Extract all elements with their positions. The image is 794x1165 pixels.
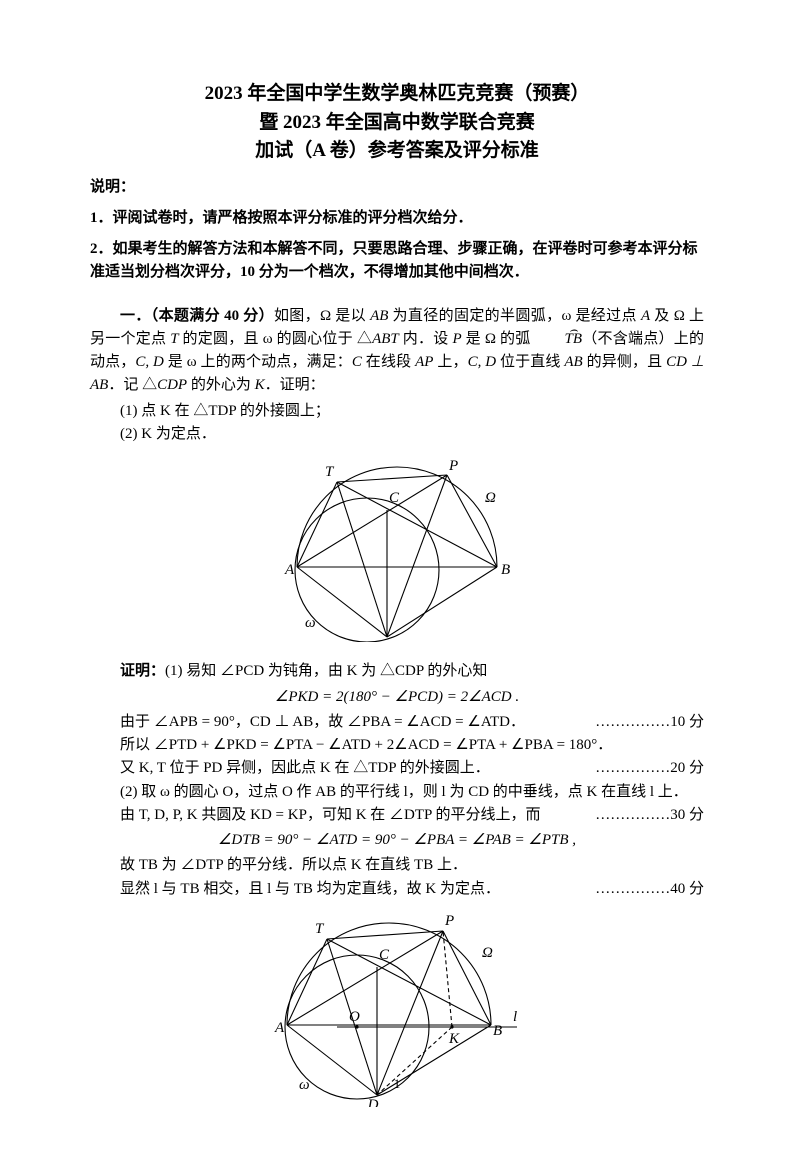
problem-1-q2: (2) K 为定点． xyxy=(90,423,704,446)
fig1-label-T: T xyxy=(325,464,335,480)
instruction-1: 1．评阅试卷时，请严格按照本评分标准的评分档次给分． xyxy=(90,207,704,230)
problem-1-q1: (1) 点 K 在 △TDP 的外接圆上； xyxy=(90,400,704,423)
proof-2-line-3: 故 TB 为 ∠DTP 的平分线．所以点 K 在直线 TB 上． xyxy=(90,854,704,877)
svg-text:Ω: Ω xyxy=(482,945,493,961)
fig1-label-A: A xyxy=(284,562,295,578)
fig1-label-D: D xyxy=(377,640,389,642)
problem-1-header: 一．（本题满分 40 分） xyxy=(120,308,274,324)
fig1-label-B: B xyxy=(501,562,510,578)
page-content: 2023 年全国中学生数学奥林匹克竞赛（预赛） 暨 2023 年全国高中数学联合… xyxy=(0,0,794,1165)
proof-1-line-4: 又 K, T 位于 PD 异侧，因此点 K 在 △TDP 的外接圆上． 20 分 xyxy=(90,757,704,780)
proof-1-line-2: 由于 ∠APB = 90°，CD ⊥ AB，故 ∠PBA = ∠ACD = ∠A… xyxy=(90,711,704,734)
proof-1-line-3: 所以 ∠PTD + ∠PKD = ∠PTA − ∠ATD + 2∠ACD = ∠… xyxy=(90,734,704,757)
svg-text:B: B xyxy=(493,1023,502,1039)
proof-eq-1: ∠PKD = 2(180° − ∠PCD) = 2∠ACD . xyxy=(90,686,704,709)
instruction-2: 2．如果考生的解答方法和本解答不同，只要思路合理、步骤正确，在评卷时可参考本评分… xyxy=(90,238,704,285)
svg-text:T: T xyxy=(315,921,325,937)
page-number: 1 xyxy=(0,1076,794,1092)
svg-text:K: K xyxy=(448,1031,460,1047)
proof-2-line-1: (2) 取 ω 的圆心 O，过点 O 作 AB 的平行线 l，则 l 为 CD … xyxy=(90,781,704,804)
fig1-label-P: P xyxy=(448,458,458,474)
fig1-label-omega: ω xyxy=(305,615,316,631)
title-line-2: 暨 2023 年全国高中数学联合竞赛 xyxy=(90,109,704,138)
fig1-label-C: C xyxy=(389,490,400,506)
proof-lead: 证明： xyxy=(120,663,165,679)
doc-title: 2023 年全国中学生数学奥林匹克竞赛（预赛） 暨 2023 年全国高中数学联合… xyxy=(90,80,704,166)
svg-text:A: A xyxy=(274,1020,285,1036)
figure-1: A B T P C D Ω ω xyxy=(90,452,704,650)
score-10: 10 分 xyxy=(565,711,704,734)
svg-text:C: C xyxy=(379,947,390,963)
fig1-label-Omega: Ω xyxy=(485,490,496,506)
figure-1-svg: A B T P C D Ω ω xyxy=(267,452,527,642)
instructions-heading: 说明： xyxy=(90,176,704,199)
proof-eq-2: ∠DTB = 90° − ∠ATD = 90° − ∠PBA = ∠PAB = … xyxy=(90,829,704,852)
score-20: 20 分 xyxy=(565,757,704,780)
svg-text:O: O xyxy=(349,1009,360,1025)
svg-text:D: D xyxy=(367,1097,379,1107)
svg-text:l: l xyxy=(513,1009,517,1025)
score-30: 30 分 xyxy=(565,804,704,827)
problem-1-statement: 一．（本题满分 40 分）如图，Ω 是以 AB 为直径的固定的半圆弧，ω 是经过… xyxy=(90,305,704,398)
score-40: 40 分 xyxy=(565,878,704,901)
proof-1-line-1: 证明：(1) 易知 ∠PCD 为钝角，由 K 为 △CDP 的外心知 xyxy=(90,660,704,683)
proof-2-line-4: 显然 l 与 TB 相交，且 l 与 TB 均为定直线，故 K 为定点． 40 … xyxy=(90,878,704,901)
svg-text:P: P xyxy=(444,913,454,929)
title-line-1: 2023 年全国中学生数学奥林匹克竞赛（预赛） xyxy=(90,80,704,109)
title-line-3: 加试（A 卷）参考答案及评分标准 xyxy=(90,137,704,166)
